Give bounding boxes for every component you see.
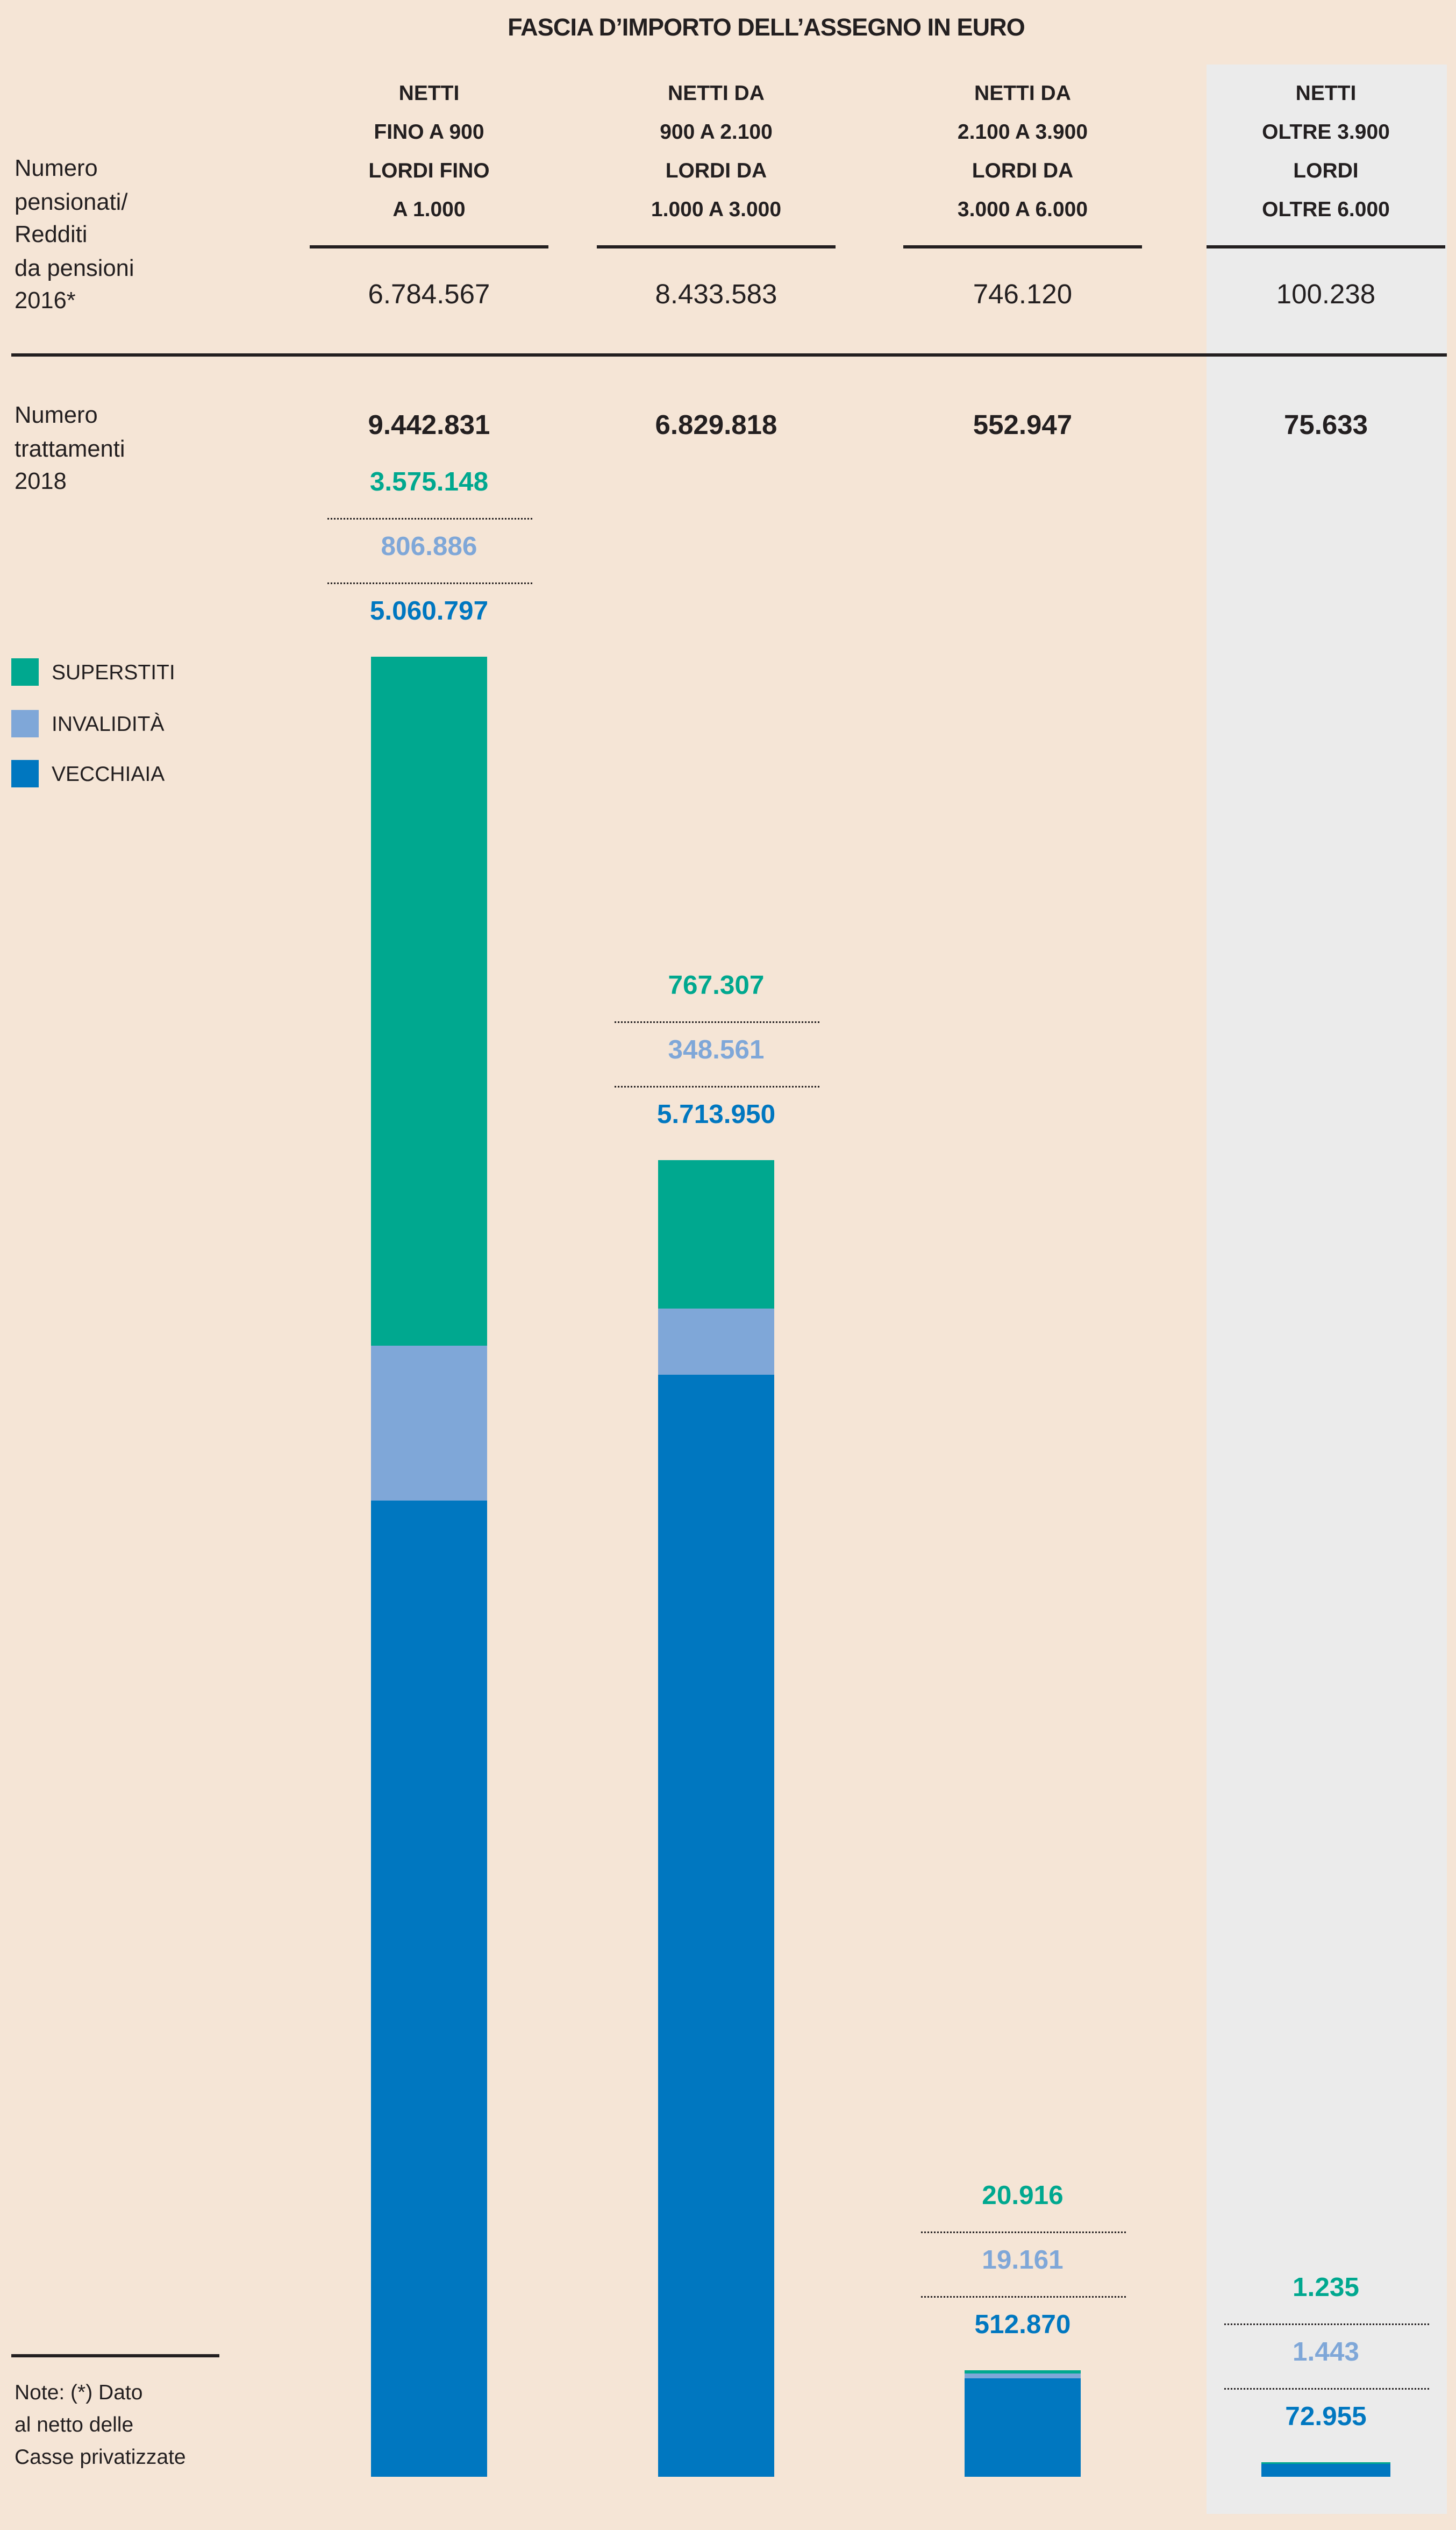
- column-header-line: 900 A 2.100: [660, 119, 773, 144]
- total-value: 6.829.818: [655, 410, 777, 440]
- bar-segment-invalidita: [965, 2374, 1081, 2378]
- column-header-line: OLTRE 3.900: [1262, 119, 1390, 144]
- pensionati-value: 746.120: [973, 279, 1073, 310]
- column-header-line: NETTI DA: [974, 81, 1071, 105]
- data-label-vecchiaia: 72.955: [1285, 2402, 1367, 2432]
- column-header-underline: [903, 245, 1142, 248]
- chart-title: FASCIA D’IMPORTO DELL’ASSEGNO IN EURO: [508, 15, 1025, 42]
- row-label-line: trattamenti: [15, 436, 125, 463]
- dotted-separator: [921, 2231, 1126, 2233]
- column-header-underline: [1207, 245, 1445, 248]
- data-label-superstiti: 3.575.148: [369, 468, 489, 497]
- bar-segment-invalidita: [658, 1308, 774, 1376]
- dotted-separator: [1224, 2323, 1429, 2325]
- bar-segment-superstiti: [965, 2370, 1081, 2375]
- column-header-line: NETTI: [1295, 81, 1357, 105]
- footnote-line: Casse privatizzate: [15, 2444, 186, 2469]
- data-label-vecchiaia: 512.870: [974, 2310, 1071, 2340]
- column-header-line: 2.100 A 3.900: [957, 119, 1088, 144]
- highlight-column-background: [1207, 65, 1447, 2514]
- row-label-line: 2018: [15, 470, 67, 495]
- footnote-line: al netto delle: [15, 2412, 134, 2436]
- legend-swatch-superstiti: [11, 658, 39, 686]
- dotted-separator: [615, 1086, 819, 1088]
- dotted-separator: [327, 518, 532, 520]
- note-divider: [11, 2354, 219, 2357]
- bar-segment-vecchiaia: [965, 2378, 1081, 2477]
- bar-segment-vecchiaia: [658, 1375, 774, 2477]
- data-label-invalidita: 1.443: [1293, 2337, 1359, 2367]
- data-label-superstiti: 767.307: [668, 971, 765, 1001]
- total-value: 9.442.831: [368, 410, 490, 440]
- row-label-line: Numero: [15, 157, 98, 182]
- legend-swatch-invalidita: [11, 710, 39, 737]
- data-label-vecchiaia: 5.060.797: [369, 597, 489, 626]
- column-header-line: NETTI DA: [668, 81, 765, 105]
- dotted-separator: [615, 1021, 819, 1024]
- column-header-line: FINO A 900: [374, 119, 484, 144]
- pensionati-value: 100.238: [1276, 279, 1376, 310]
- legend-label-vecchiaia: VECCHIAIA: [52, 762, 165, 786]
- total-value: 75.633: [1284, 410, 1368, 440]
- legend-label-superstiti: SUPERSTITI: [52, 660, 175, 684]
- data-label-vecchiaia: 5.713.950: [656, 1100, 776, 1130]
- column-header-line: NETTI: [398, 81, 460, 105]
- dotted-separator: [1224, 2387, 1429, 2390]
- footnote-line: Note: (*) Dato: [15, 2380, 143, 2404]
- column-header-line: OLTRE 6.000: [1262, 197, 1390, 221]
- data-label-invalidita: 348.561: [668, 1036, 765, 1065]
- footnote: Note: (*) Dato al netto delle Casse priv…: [15, 2377, 186, 2474]
- column-header-line: LORDI DA: [665, 158, 767, 182]
- row-label-line: Redditi: [15, 223, 88, 248]
- dotted-separator: [327, 582, 532, 584]
- bar-segment-superstiti: [658, 1160, 774, 1309]
- row-label-line: pensionati/: [15, 189, 128, 216]
- column-header-underline: [310, 245, 548, 248]
- divider: [11, 353, 1447, 357]
- column-header-line: 3.000 A 6.000: [957, 197, 1088, 221]
- bar-segment-vecchiaia: [371, 1501, 487, 2477]
- legend-label-invalidita: INVALIDITÀ: [52, 712, 165, 736]
- pensionati-value: 6.784.567: [368, 279, 490, 310]
- column-header-underline: [597, 245, 836, 248]
- row-label-line: Numero: [15, 403, 98, 429]
- column-header-line: LORDI FINO: [368, 158, 490, 182]
- column-header-line: LORDI: [1293, 158, 1359, 182]
- row-label-trattamenti: Numero trattamenti 2018: [15, 400, 125, 500]
- legend-swatch-vecchiaia: [11, 760, 39, 787]
- bar-segment-superstiti: [371, 657, 487, 1346]
- row-label-line: 2016*: [15, 289, 76, 315]
- dotted-separator: [921, 2296, 1126, 2298]
- bar-segment-superstiti: [1261, 2462, 1390, 2464]
- row-label-line: da pensioni: [15, 255, 134, 282]
- data-label-superstiti: 20.916: [982, 2181, 1064, 2211]
- row-label-pensionati: Numero pensionati/ Redditi da pensioni 2…: [15, 153, 134, 319]
- pensionati-value: 8.433.583: [655, 279, 777, 310]
- data-label-invalidita: 19.161: [982, 2245, 1064, 2275]
- bar-segment-vecchiaia: [1261, 2462, 1390, 2477]
- data-label-superstiti: 1.235: [1293, 2273, 1359, 2302]
- bar-segment-invalidita: [371, 1346, 487, 1502]
- data-label-invalidita: 806.886: [381, 532, 477, 562]
- column-header-line: A 1.000: [392, 197, 466, 221]
- column-header-line: 1.000 A 3.000: [651, 197, 782, 221]
- column-header-line: LORDI DA: [972, 158, 1074, 182]
- total-value: 552.947: [973, 410, 1073, 440]
